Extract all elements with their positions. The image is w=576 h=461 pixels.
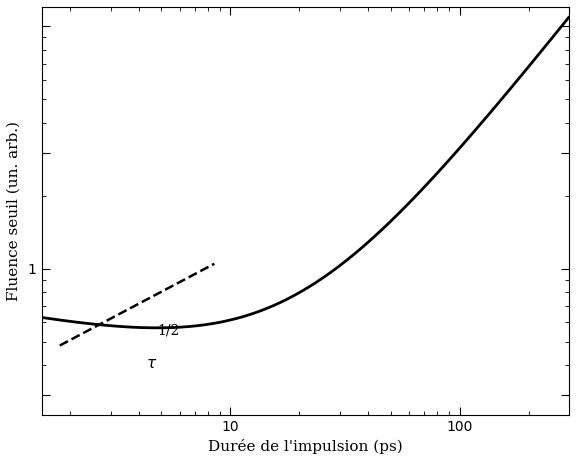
Y-axis label: Fluence seuil (un. arb.): Fluence seuil (un. arb.) [7,121,21,301]
Text: $\tau$: $\tau$ [146,356,158,371]
Text: 1/2: 1/2 [157,324,180,337]
X-axis label: Durée de l'impulsion (ps): Durée de l'impulsion (ps) [208,439,403,454]
